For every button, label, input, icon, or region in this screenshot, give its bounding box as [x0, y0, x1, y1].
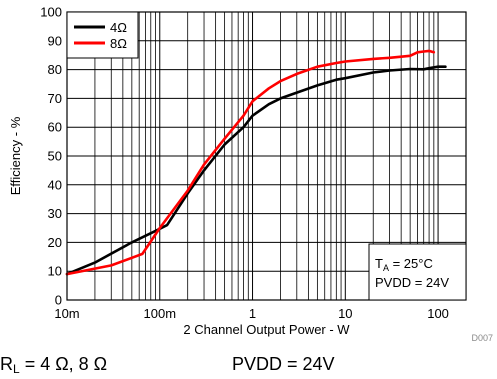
y-tick-label: 90	[48, 33, 62, 48]
caption-load-resistance: RL = 4 Ω, 8 Ω	[0, 354, 108, 376]
annotation-supply: PVDD = 24V	[375, 275, 449, 290]
y-tick-label: 80	[48, 62, 62, 77]
annotation-temperature: TA = 25°C	[375, 256, 433, 273]
y-tick-label: 50	[48, 149, 62, 164]
x-tick-label: 1	[249, 306, 256, 321]
y-tick-label: 100	[40, 5, 62, 20]
y-tick-label: 0	[55, 293, 62, 308]
legend-label: 4Ω	[110, 20, 127, 35]
x-axis-label: 2 Channel Output Power - W	[183, 322, 350, 337]
y-tick-label: 20	[48, 235, 62, 250]
y-tick-label: 40	[48, 177, 62, 192]
legend-box	[66, 11, 139, 59]
x-tick-label: 100m	[144, 306, 177, 321]
series-line-4ohm	[65, 65, 447, 276]
y-tick-label: 30	[48, 206, 62, 221]
series-line-8ohm	[65, 49, 436, 276]
y-tick-label: 10	[48, 264, 62, 279]
figure-id: D007	[471, 333, 493, 343]
y-tick-label: 70	[48, 91, 62, 106]
caption-supply-voltage: PVDD = 24V	[232, 354, 335, 374]
x-tick-label: 100	[427, 306, 449, 321]
x-tick-label: 10	[338, 306, 352, 321]
y-tick-label: 60	[48, 120, 62, 135]
y-axis-label: Efficiency - %	[8, 116, 23, 195]
x-tick-label: 10m	[54, 306, 79, 321]
annotation-box	[368, 243, 467, 301]
plot-frame	[66, 11, 467, 301]
legend-label: 8Ω	[110, 36, 127, 51]
